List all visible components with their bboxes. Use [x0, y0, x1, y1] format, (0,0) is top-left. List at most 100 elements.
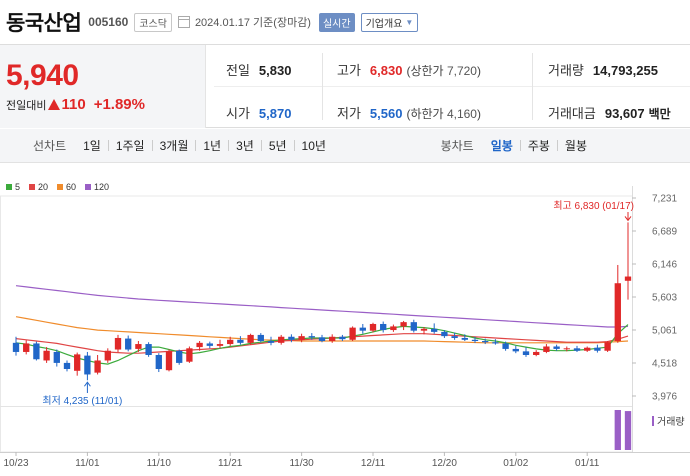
low-value: 5,560 — [369, 106, 403, 121]
divider — [195, 140, 197, 151]
x-tick-label: 12/20 — [432, 458, 457, 469]
candle-body — [318, 337, 326, 342]
chevron-down-icon: ▼ — [405, 17, 414, 27]
candle-body — [104, 350, 111, 361]
candle-body — [165, 351, 173, 371]
open-stat: 시가 5,870 — [226, 103, 291, 122]
candle-body — [176, 350, 183, 363]
candle-body — [410, 322, 417, 331]
high-label: 고가 — [337, 63, 361, 78]
candle-body — [206, 343, 213, 346]
x-tick-label: 11/21 — [218, 458, 243, 469]
trade-amount-label: 거래대금 — [548, 106, 596, 121]
up-triangle-icon — [48, 99, 61, 110]
candle-body — [400, 322, 407, 327]
x-tick-label: 11/10 — [147, 458, 172, 469]
candle-body — [267, 341, 275, 343]
open-label: 시가 — [226, 106, 250, 121]
realtime-button[interactable]: 실시간 — [318, 12, 355, 32]
candle-body — [594, 347, 601, 351]
period-1y[interactable]: 1년 — [203, 139, 222, 153]
change-label: 전일대비 — [6, 99, 47, 112]
y-tick-label: 4,518 — [652, 359, 677, 370]
calendar-icon — [177, 16, 190, 28]
ma-line-ma120 — [15, 285, 629, 328]
candle-body — [420, 328, 428, 331]
candle-body — [563, 348, 570, 350]
legend-label: 20 — [38, 182, 49, 192]
candle-body — [573, 348, 581, 351]
period-5y[interactable]: 5년 — [268, 139, 287, 153]
candle-chart-label: 봉차트 — [440, 139, 474, 153]
candle-body — [451, 336, 458, 338]
y-tick-label: 7,231 — [652, 194, 677, 205]
legend-label: 60 — [66, 182, 77, 192]
row-divider — [214, 86, 690, 87]
candle-body — [471, 339, 479, 342]
upper-limit-value: 7,720 — [446, 64, 477, 78]
candle-monthly[interactable]: 월봉 — [564, 139, 587, 153]
candle-body — [216, 344, 224, 346]
upper-limit-label: 상한가 — [410, 64, 444, 78]
moving-average-legend: 5 20 60 120 — [6, 182, 118, 192]
y-tick-label: 6,689 — [652, 227, 677, 238]
y-tick-label: 6,146 — [652, 260, 677, 271]
high-arrowhead — [624, 216, 632, 222]
divider — [151, 140, 153, 151]
candle-body — [431, 328, 438, 332]
current-price-panel: 5,940 전일대비 110 +1.89% — [0, 45, 206, 128]
candle-weekly[interactable]: 주봉 — [527, 139, 550, 153]
candle-body — [512, 348, 519, 352]
period-3m[interactable]: 3개월 — [159, 139, 189, 153]
lower-limit-label: 하한가 — [410, 107, 444, 121]
change-amount: 110 — [61, 96, 86, 113]
period-1d[interactable]: 1일 — [83, 139, 101, 153]
company-overview-dropdown[interactable]: 기업개요 ▼ — [360, 12, 419, 32]
legend-ma120: 120 — [85, 182, 109, 192]
column-divider — [322, 53, 323, 120]
low-arrowhead — [84, 381, 91, 387]
candle-body — [604, 342, 611, 351]
trade-amount-stat: 거래대금 93,607 백만 — [548, 103, 671, 122]
x-tick-label: 11/30 — [289, 458, 314, 469]
volume-value: 14,793,255 — [592, 63, 658, 78]
period-1w[interactable]: 1주일 — [115, 139, 145, 153]
lower-limit: (하한가 4,160) — [406, 107, 481, 121]
candle-body — [288, 336, 295, 340]
candle-body — [227, 339, 234, 345]
candle-daily[interactable]: 일봉 — [490, 139, 513, 153]
candle-body — [12, 342, 20, 352]
prev-close-value: 5,830 — [258, 63, 292, 78]
legend-swatch — [85, 184, 92, 190]
change-percent: +1.89% — [93, 96, 145, 113]
candle-body — [461, 337, 468, 340]
stock-name: 동국산업 — [6, 12, 82, 35]
candle-body — [135, 344, 142, 349]
candle-body — [298, 336, 305, 340]
volume-label: 거래량 — [548, 63, 584, 78]
candle-body — [380, 323, 387, 331]
volume-bar — [614, 410, 621, 450]
candle-body — [502, 343, 509, 349]
low-label: 저가 — [337, 106, 361, 121]
candle-body — [237, 339, 244, 343]
x-tick-label: 11/01 — [75, 458, 100, 469]
candle-body — [624, 276, 632, 281]
candle-body — [543, 346, 550, 352]
volume-bar — [624, 411, 632, 450]
candle-body — [84, 355, 91, 375]
period-10y[interactable]: 10년 — [301, 139, 326, 153]
candlestick-chart[interactable]: 7,231 6,689 6,146 5,603 5,061 4,518 3,976 10/23… — [0, 186, 690, 476]
candle-body — [114, 337, 122, 350]
candle-body — [441, 331, 448, 337]
stock-code: 005160 — [88, 15, 129, 29]
candle-body — [349, 327, 356, 340]
chart-period-bar: 선차트 1일 1주일 3개월 1년 3년 5년 10년 봉차트 일봉 주봉 월봉 — [0, 129, 690, 163]
candle-body — [278, 336, 285, 343]
candle-body — [196, 342, 203, 348]
period-3y[interactable]: 3년 — [236, 139, 254, 153]
current-price: 5,940 — [6, 59, 79, 92]
high-annotation: 최고 6,830 (01/17) — [553, 200, 634, 212]
candle-body — [522, 351, 530, 356]
candle-body — [369, 323, 377, 331]
